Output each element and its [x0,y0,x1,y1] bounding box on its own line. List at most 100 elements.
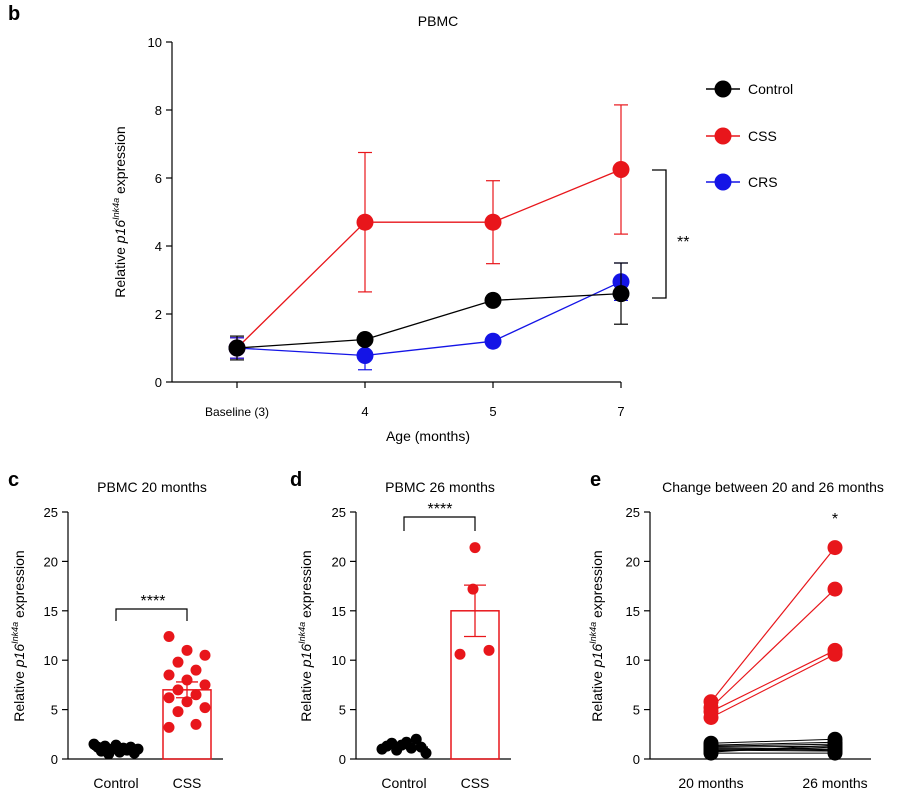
panel-d-y-tick-label: 25 [332,505,346,520]
panel-e-y-tick-label: 25 [626,505,640,520]
panel-d-point-control [420,747,432,759]
panel-d-ylabel: Relative p16Ink4a expression [297,550,314,721]
panel-e-point-css [827,581,843,597]
panel-b-ylabel: Relative p16Ink4a expression [111,126,128,297]
legend-marker-crs [714,173,732,191]
panel-e-title: Change between 20 and 26 months [662,479,884,495]
panel-b-significance-bracket [652,169,667,299]
panel-c-point-css [190,664,202,676]
panel-e-y-tick-label: 20 [626,554,640,569]
panel-b-point-control [356,331,374,348]
panel-d-y-tick-label: 5 [339,703,346,718]
panel-b-point-css [484,213,502,231]
panel-d-point-css [469,542,481,554]
panel-d-y-tick-label: 0 [339,752,346,767]
panel-c-point-css [190,718,202,730]
panel-b-x-tick-label: 4 [361,404,368,419]
panel-c-significance-bracket [115,608,188,621]
panel-d-y-tick-label: 15 [332,604,346,619]
panel-b-y-tick-label: 10 [148,35,162,50]
panel-d-point-css [467,583,479,595]
panel-c-point-css [199,702,211,714]
legend-label-css: CSS [748,128,777,144]
panel-b-chart: PBMC Age (months) Relative p16Ink4a expr… [111,13,793,444]
panel-c-point-css [181,696,193,708]
panel-c-point-css [172,684,184,696]
panel-d-y-tick-label: 10 [332,653,346,668]
panel-b-point-css [612,161,630,178]
panel-d-point-control [410,733,422,745]
panel-e-pair-line-control [710,741,836,746]
legend-marker-css [714,127,732,145]
panel-e-point-css [827,646,843,662]
panel-d-title: PBMC 26 months [385,479,495,495]
panel-c-point-css [163,669,175,681]
panel-e-pair-line-css [710,547,836,703]
panel-b-point-crs [484,332,502,350]
panel-e-pair-line-control [710,743,836,747]
panel-e-y-tick-label: 5 [633,703,640,718]
panel-b-point-control [612,285,630,303]
panel-b-y-tick-label: 4 [155,239,162,254]
panel-letter-e: e [590,469,601,491]
panel-c-point-css [163,692,175,704]
panel-e-pair-line-css [710,588,836,709]
panel-b-y-tick-label: 0 [155,375,162,390]
legend-label-control: Control [748,81,793,97]
panel-e-y-tick-label: 10 [626,653,640,668]
panel-b-x-tick-label: 5 [489,404,496,419]
panel-b-x-tick-label: Baseline (3) [205,405,269,419]
panel-e-point-css [703,710,719,726]
panel-c-point-css [199,649,211,661]
panel-c-ylabel: Relative p16Ink4a expression [10,550,27,721]
panel-d-point-css [483,644,495,656]
panel-e-x-tick-label: 20 months [678,775,743,791]
panel-d-significance: **** [428,501,453,518]
panel-c-y-tick-label: 5 [51,703,58,718]
panel-c-point-css [190,689,202,701]
panel-b-point-control [228,339,246,357]
panel-c-point-css [163,721,175,733]
panel-c-y-tick-label: 15 [44,604,58,619]
panel-e-point-control [827,737,843,753]
panel-e-x-tick-label: 26 months [802,775,867,791]
panel-c-point-css [199,679,211,691]
panel-c-y-tick-label: 25 [44,505,58,520]
panel-b-significance: ** [677,234,689,251]
panel-c-point-css [181,644,193,656]
panel-c-x-tick-label: CSS [173,775,202,791]
panel-d-y-tick-label: 20 [332,554,346,569]
panel-c-y-tick-label: 20 [44,554,58,569]
panel-c-point-css [172,706,184,718]
legend-label-crs: CRS [748,174,778,190]
panel-e-ylabel: Relative p16Ink4a expression [588,550,605,721]
panel-e-pair-line-control [710,744,836,753]
panel-b-series-line-crs [236,281,622,357]
panel-d-x-tick-label: Control [381,775,426,791]
panel-b-legend: Control CSS CRS [706,80,793,191]
panel-c-y-tick-label: 10 [44,653,58,668]
panel-b-series-line-control [236,292,622,349]
panel-b-xlabel: Age (months) [386,428,470,444]
panel-c-significance: **** [141,593,166,610]
panel-e-point-control [703,744,719,760]
panel-b-point-crs [356,346,374,364]
panel-e-y-tick-label: 15 [626,604,640,619]
panel-e-significance: * [832,511,838,528]
panel-e-point-css [827,540,843,556]
panel-c-point-css [163,630,175,642]
panel-b-title: PBMC [418,13,458,29]
panel-c-title: PBMC 20 months [97,479,207,495]
panel-c-point-css [181,674,193,686]
panel-b-y-tick-label: 8 [155,103,162,118]
panel-e-y-tick-label: 0 [633,752,640,767]
panel-e-pair-line-css [710,653,836,719]
panel-b-point-css [356,213,374,231]
panel-letter-d: d [290,469,302,491]
panel-b-series-line-css [236,168,622,349]
panel-b-x-tick-label: 7 [617,404,624,419]
panel-e-chart: Change between 20 and 26 months Relative… [588,479,884,791]
panel-e-pair-line-css [710,649,836,713]
panel-d-x-tick-label: CSS [461,775,490,791]
